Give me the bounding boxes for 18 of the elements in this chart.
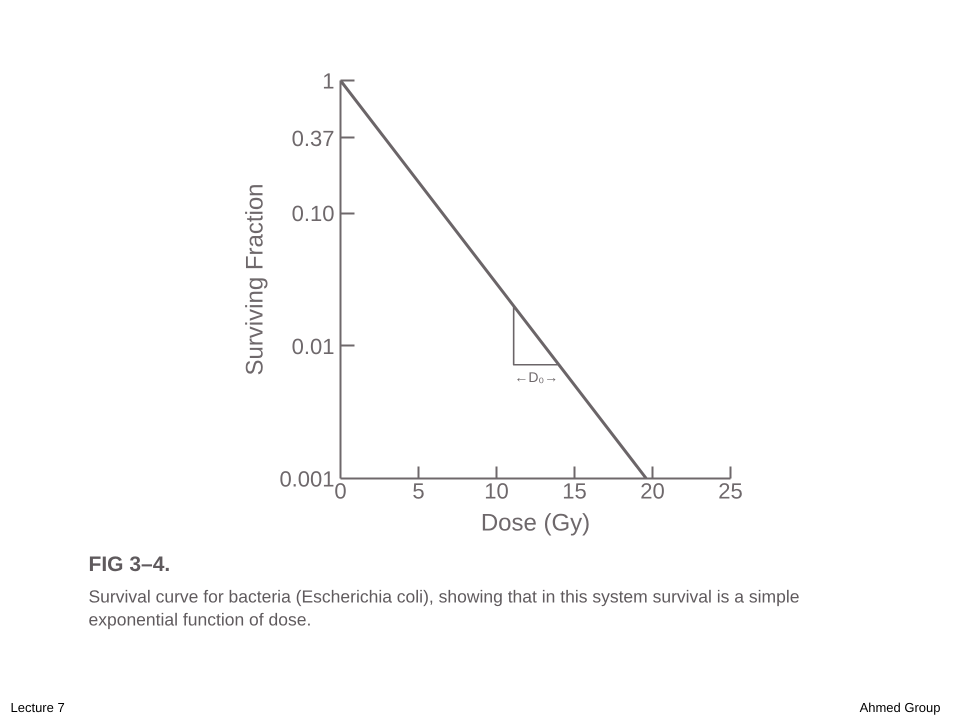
x-tick-label: 0 xyxy=(334,478,347,504)
y-axis-title: Surviving Fraction xyxy=(241,183,268,376)
y-tick-label: 0.001 xyxy=(279,466,335,492)
text: Ahmed Group xyxy=(860,700,941,715)
y-tick-label: 0.10 xyxy=(292,201,335,226)
x-tick-label: 20 xyxy=(640,478,665,504)
x-axis-title: Dose (Gy) xyxy=(480,510,590,536)
text: FIG 3–4. xyxy=(88,553,170,576)
x-tick-label: 5 xyxy=(412,478,425,504)
x-tick-label: 25 xyxy=(718,478,743,504)
y-tick-label: 0.37 xyxy=(292,126,335,151)
text: Lecture 7 xyxy=(10,700,65,715)
x-tick-label: 15 xyxy=(562,478,587,504)
annotation: ←D₀→ xyxy=(514,368,558,385)
y-tick-label: 0.01 xyxy=(292,334,335,359)
x-tick-label: 10 xyxy=(484,478,509,504)
y-tick-label: 1 xyxy=(322,68,335,94)
text: Survival curve for bacteria (Escherichia coli), showing that in this system survival is a simple exponential function of dose. xyxy=(88,586,800,630)
